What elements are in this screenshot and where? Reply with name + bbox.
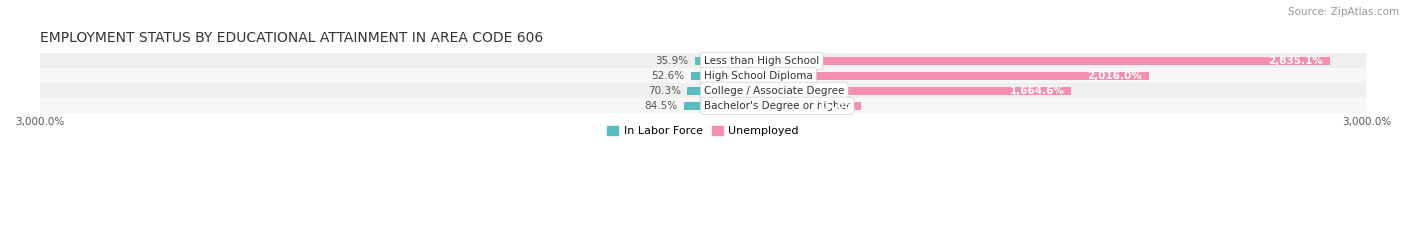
- Text: 84.5%: 84.5%: [644, 101, 678, 111]
- Bar: [695, 57, 703, 65]
- Text: College / Associate Degree: College / Associate Degree: [704, 86, 845, 96]
- Text: Source: ZipAtlas.com: Source: ZipAtlas.com: [1288, 7, 1399, 17]
- Bar: [703, 57, 1330, 65]
- Bar: [692, 72, 703, 80]
- Bar: [39, 98, 1367, 113]
- Text: Less than High School: Less than High School: [704, 56, 820, 66]
- Text: 716.0%: 716.0%: [811, 101, 855, 111]
- Text: Bachelor's Degree or higher: Bachelor's Degree or higher: [704, 101, 851, 111]
- Text: High School Diploma: High School Diploma: [704, 71, 813, 81]
- Bar: [39, 68, 1367, 83]
- Legend: In Labor Force, Unemployed: In Labor Force, Unemployed: [603, 121, 803, 140]
- Bar: [703, 87, 1071, 95]
- Text: 2,016.0%: 2,016.0%: [1087, 71, 1142, 81]
- Text: 2,835.1%: 2,835.1%: [1268, 56, 1323, 66]
- Bar: [688, 87, 703, 95]
- Bar: [39, 83, 1367, 98]
- Text: 52.6%: 52.6%: [651, 71, 685, 81]
- Bar: [685, 102, 703, 110]
- Text: 35.9%: 35.9%: [655, 56, 689, 66]
- Text: 70.3%: 70.3%: [648, 86, 681, 96]
- Text: 1,664.6%: 1,664.6%: [1010, 86, 1064, 96]
- Bar: [39, 53, 1367, 68]
- Bar: [703, 102, 862, 110]
- Text: EMPLOYMENT STATUS BY EDUCATIONAL ATTAINMENT IN AREA CODE 606: EMPLOYMENT STATUS BY EDUCATIONAL ATTAINM…: [39, 31, 543, 45]
- Bar: [703, 72, 1149, 80]
